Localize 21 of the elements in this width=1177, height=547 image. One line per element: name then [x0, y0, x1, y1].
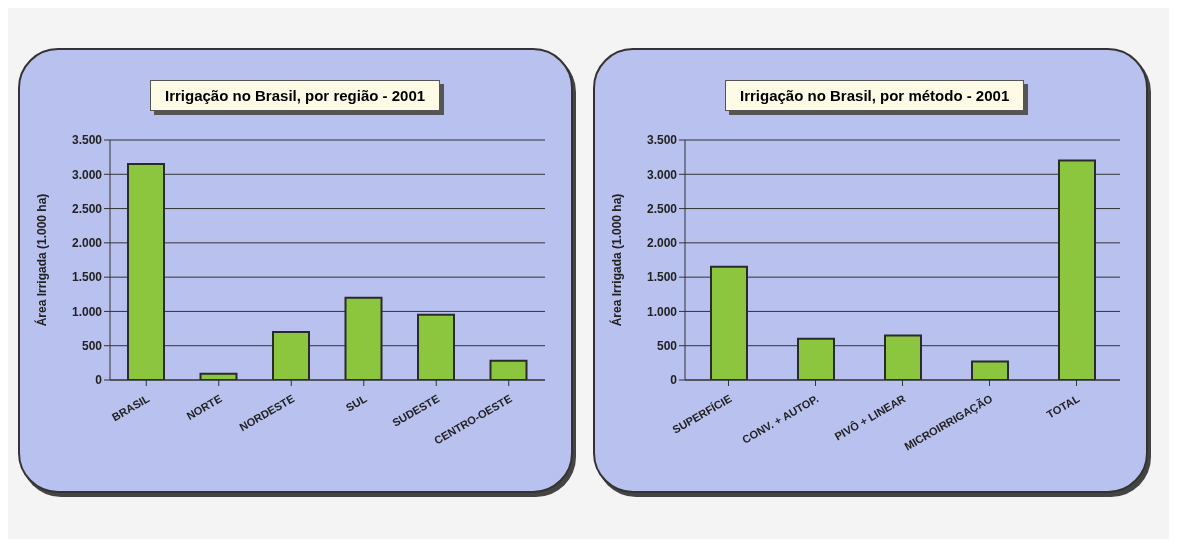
y-tick-label: 2.000 — [71, 236, 103, 251]
x-tick-label: SUL — [343, 392, 369, 414]
y-tick-label: 0 — [670, 373, 678, 388]
y-tick-label: 3.500 — [71, 133, 103, 148]
y-tick-label: 2.500 — [71, 201, 103, 216]
y-tick-label: 3.500 — [646, 133, 678, 148]
y-tick-label: 500 — [656, 338, 678, 353]
y-tick-label: 1.000 — [71, 304, 103, 319]
y-tick-label: 1.500 — [646, 270, 678, 285]
chart-title: Irrigação no Brasil, por região - 2001 — [150, 80, 441, 111]
chart-title: Irrigação no Brasil, por método - 2001 — [725, 80, 1025, 111]
y-tick-label: 1.000 — [646, 304, 678, 319]
y-tick-label: 3.000 — [71, 167, 103, 182]
y-axis-title: Área Irrigada (1.000 ha) — [609, 193, 625, 327]
y-tick-label: 0 — [95, 373, 103, 388]
y-tick-label: 3.000 — [646, 167, 678, 182]
y-tick-label: 1.500 — [71, 270, 103, 285]
y-tick-label: 2.000 — [646, 236, 678, 251]
y-axis-title: Área Irrigada (1.000 ha) — [34, 193, 50, 327]
y-tick-label: 500 — [81, 338, 103, 353]
y-tick-label: 2.500 — [646, 201, 678, 216]
